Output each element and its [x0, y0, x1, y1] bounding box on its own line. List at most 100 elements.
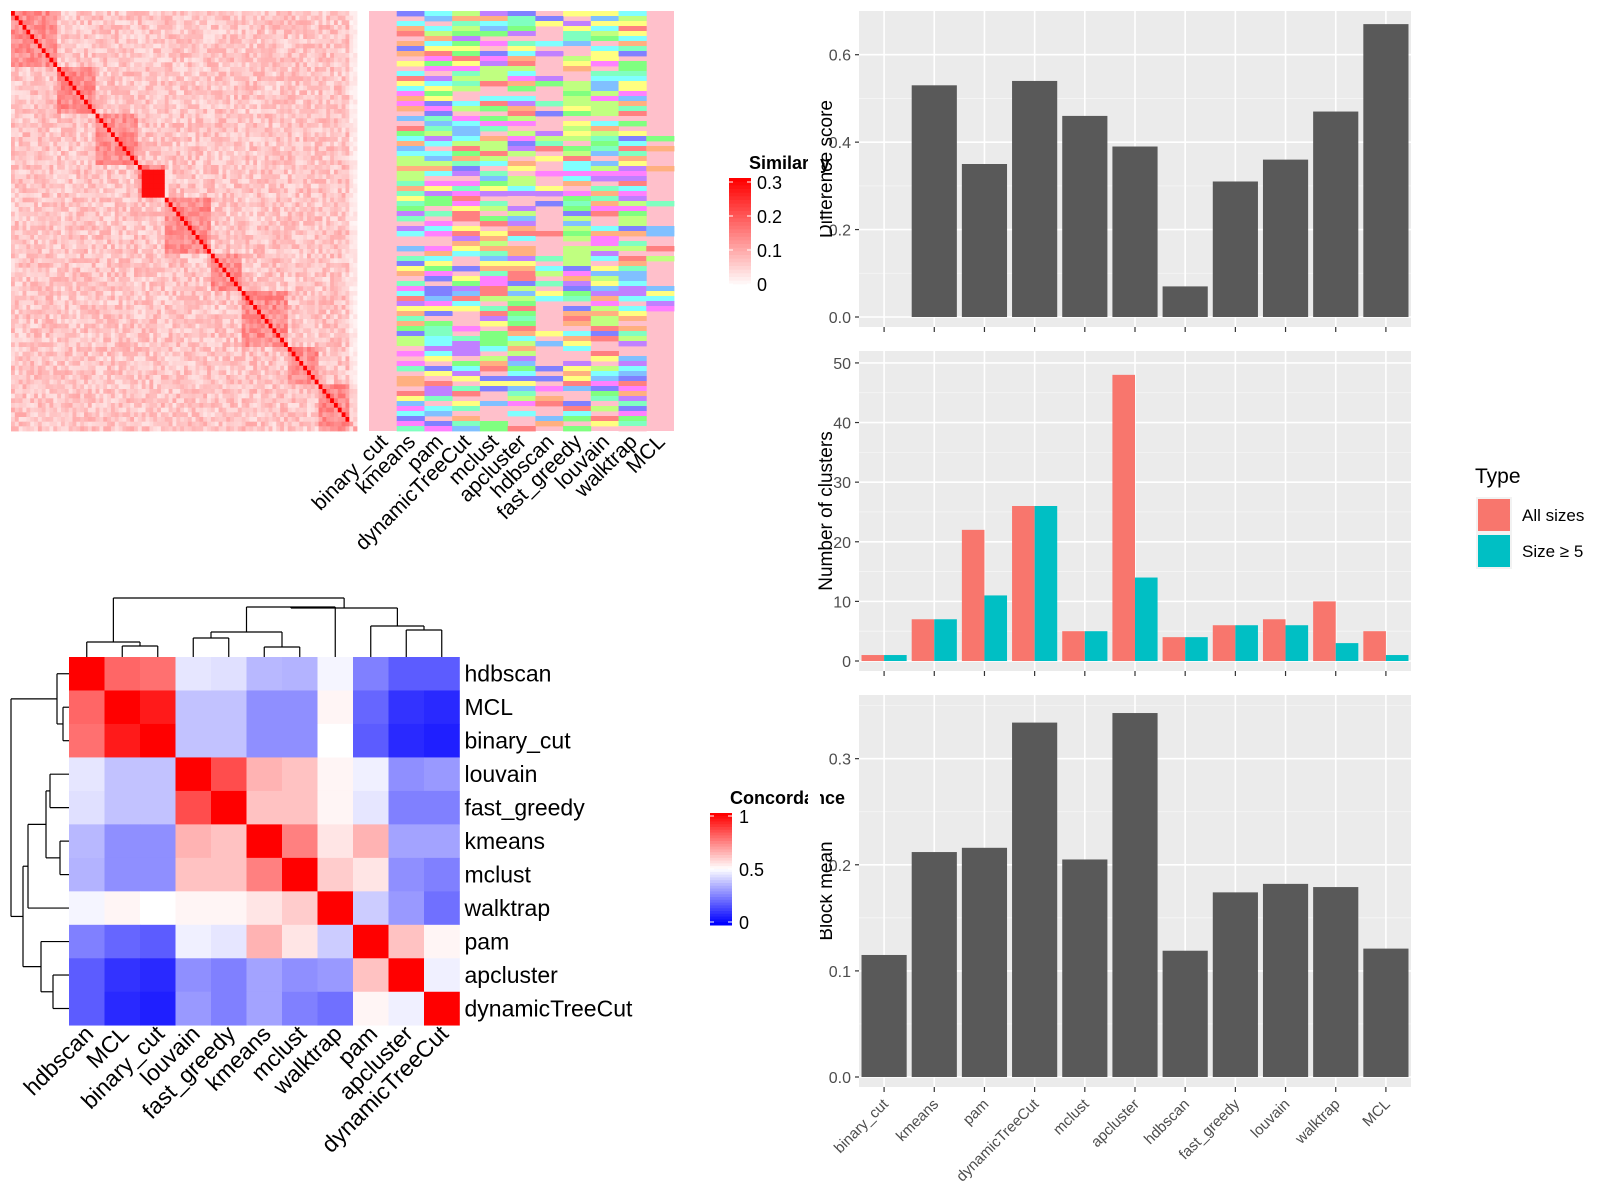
similarity-cell	[291, 104, 296, 110]
similarity-cell	[291, 202, 296, 208]
similarity-cell	[110, 146, 116, 152]
similarity-cell	[72, 263, 77, 269]
similarity-cell	[53, 85, 58, 91]
similarity-cell	[22, 95, 27, 101]
similarity-cell	[26, 151, 31, 157]
similarity-cell	[87, 15, 93, 21]
similarity-cell	[149, 127, 154, 133]
similarity-cell	[283, 188, 289, 194]
similarity-cell	[176, 43, 181, 49]
similarity-cell	[99, 141, 104, 147]
similarity-cell	[337, 43, 343, 49]
similarity-cell	[280, 132, 285, 138]
similarity-cell	[253, 207, 258, 213]
similarity-cell	[45, 43, 50, 49]
similarity-cell	[157, 258, 162, 264]
similarity-cell	[53, 95, 58, 101]
similarity-cell	[287, 11, 293, 17]
similarity-cell	[91, 137, 96, 143]
similarity-cell	[249, 118, 254, 124]
similarity-cell	[76, 29, 81, 35]
similarity-cell	[84, 244, 89, 250]
similarity-cell	[76, 258, 81, 264]
similarity-cell	[337, 151, 343, 157]
similarity-cell	[253, 197, 258, 203]
similarity-cell	[184, 160, 189, 166]
similarity-cell	[30, 235, 35, 241]
similarity-cell	[22, 53, 27, 59]
similarity-cell	[310, 253, 316, 259]
similarity-cell	[268, 48, 273, 54]
similarity-cell	[349, 127, 354, 133]
similarity-cell	[145, 81, 150, 87]
similarity-cell	[310, 76, 316, 82]
similarity-cell	[222, 123, 227, 129]
similarity-cell	[14, 188, 20, 194]
similarity-cell	[307, 67, 312, 73]
similarity-cell	[180, 48, 185, 54]
similarity-cell	[149, 62, 154, 68]
similarity-cell	[230, 183, 235, 189]
similarity-cell	[180, 11, 185, 17]
similarity-cell	[199, 174, 204, 180]
similarity-cell	[310, 85, 316, 91]
similarity-cell	[122, 244, 127, 250]
similarity-cell	[207, 43, 212, 49]
similarity-cell	[287, 15, 293, 21]
similarity-cell	[310, 62, 316, 68]
similarity-cell	[210, 71, 216, 77]
similarity-cell	[249, 151, 254, 157]
similarity-cell	[30, 43, 35, 49]
similarity-cell	[310, 132, 316, 138]
similarity-cell	[14, 109, 20, 115]
similarity-cell	[264, 263, 269, 269]
similarity-cell	[118, 155, 123, 161]
similarity-cell	[80, 221, 85, 227]
similarity-cell	[164, 25, 170, 31]
similarity-cell	[99, 179, 104, 185]
similarity-cell	[307, 53, 312, 59]
similarity-cell	[11, 15, 16, 21]
similarity-cell	[60, 118, 66, 124]
similarity-cell	[60, 20, 66, 26]
similarity-cell	[322, 249, 327, 255]
similarity-cell	[272, 34, 277, 40]
similarity-cell	[164, 57, 170, 63]
similarity-cell	[307, 258, 312, 264]
similarity-cell	[264, 104, 269, 110]
similarity-cell	[57, 48, 62, 54]
similarity-cell	[37, 249, 43, 255]
similarity-cell	[153, 235, 158, 241]
similarity-cell	[130, 169, 135, 175]
similarity-cell	[18, 179, 23, 185]
similarity-cell	[18, 225, 23, 231]
similarity-cell	[68, 43, 73, 49]
similarity-cell	[233, 151, 239, 157]
similarity-cell	[80, 244, 85, 250]
similarity-cell	[137, 67, 143, 73]
similarity-cell	[99, 104, 104, 110]
similarity-cell	[118, 123, 123, 129]
similarity-cell	[222, 99, 227, 105]
similarity-cell	[110, 137, 116, 143]
similarity-cell	[337, 193, 343, 199]
similarity-cell	[87, 160, 93, 166]
similarity-cell	[41, 123, 46, 129]
similarity-cell	[295, 113, 300, 119]
similarity-cell	[149, 225, 154, 231]
similarity-cell	[14, 146, 20, 152]
similarity-cell	[257, 263, 262, 269]
similarity-cell	[283, 20, 289, 26]
similarity-cell	[114, 71, 120, 77]
similarity-cell	[103, 202, 108, 208]
similarity-cell	[95, 179, 100, 185]
similarity-cell	[34, 118, 39, 124]
similarity-cell	[303, 118, 308, 124]
similarity-cell	[153, 118, 158, 124]
similarity-cell	[53, 81, 58, 87]
similarity-cell	[72, 188, 77, 194]
similarity-cell	[37, 174, 43, 180]
similarity-cell	[260, 43, 266, 49]
similarity-cell	[318, 118, 323, 124]
similarity-cell	[268, 225, 273, 231]
